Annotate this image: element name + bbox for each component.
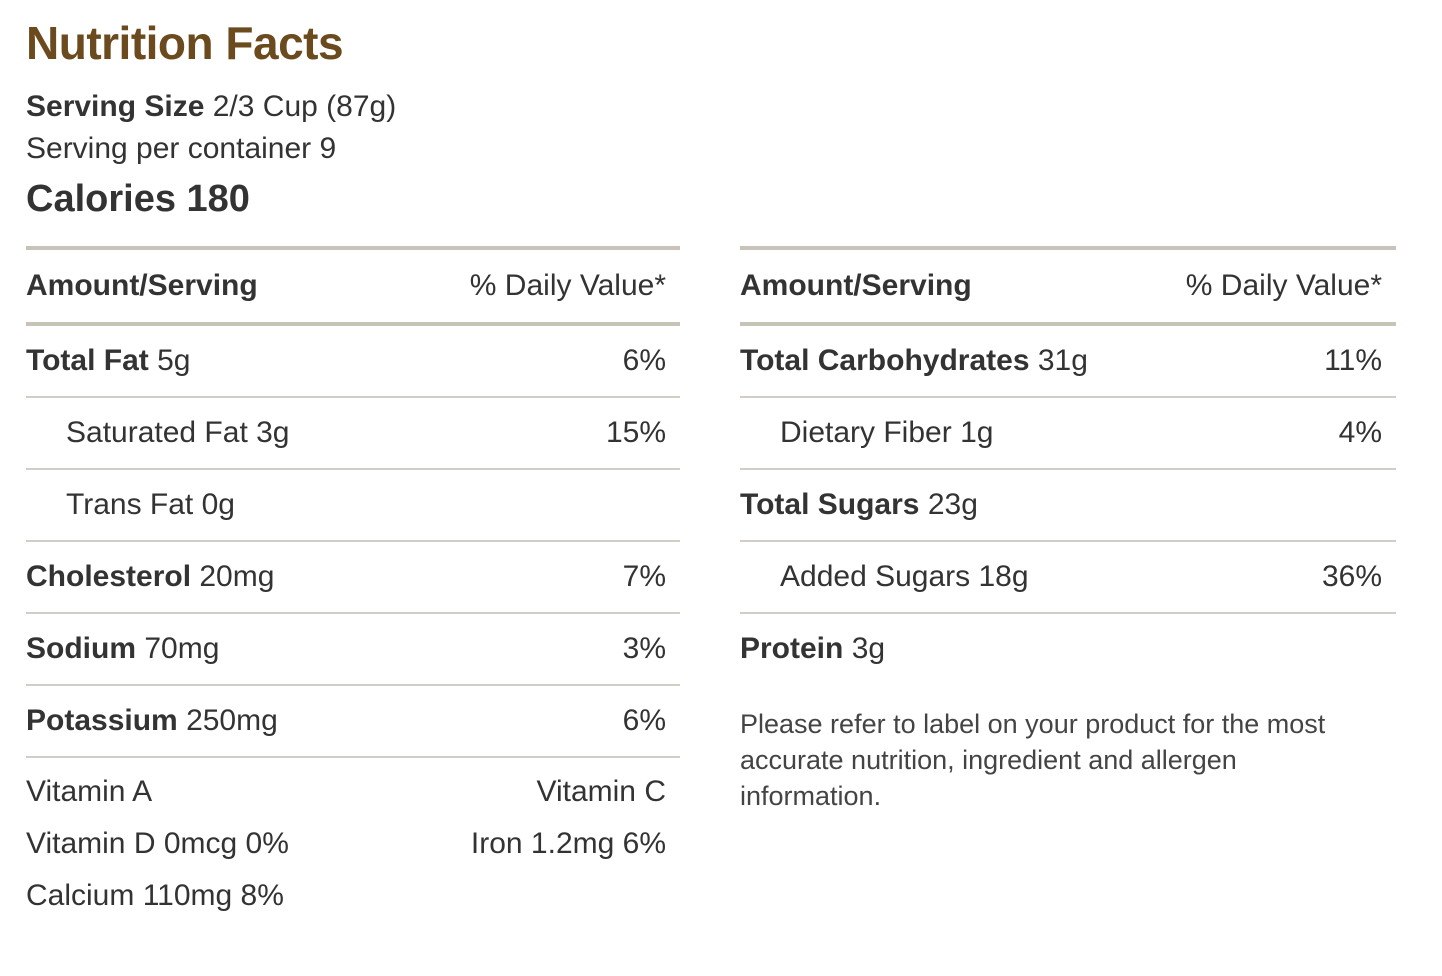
table-header: Amount/Serving % Daily Value* [740, 250, 1396, 322]
divider [26, 396, 680, 398]
vitamin-row: Calcium 110mg 8% [26, 870, 680, 922]
divider [740, 612, 1396, 614]
nutrient-amount: 3g [851, 632, 886, 665]
nutrient-row-dietary-fiber: Dietary Fiber 1g 4% [740, 398, 1396, 468]
calories-value: 180 [186, 178, 250, 220]
nutrient-name: Saturated Fat [66, 416, 248, 449]
nutrient-row-protein: Protein 3g [740, 614, 1396, 684]
divider [740, 322, 1396, 326]
divider [26, 246, 680, 250]
vitamin-item: Calcium 110mg 8% [26, 879, 284, 912]
serving-size-value: 2/3 Cup (87g) [212, 90, 397, 123]
nutrient-row-added-sugars: Added Sugars 18g 36% [740, 542, 1396, 612]
nutrient-dv: 36% [1321, 560, 1382, 593]
nutrient-name: Total Carbohydrates [740, 344, 1030, 377]
calories-label: Calories [26, 178, 176, 220]
nutrition-table-left: Amount/Serving % Daily Value* Total Fat … [26, 246, 680, 922]
nutrition-table-right: Amount/Serving % Daily Value* Total Carb… [740, 246, 1396, 814]
nutrient-amount: 20mg [199, 560, 275, 593]
nutrient-name: Trans Fat [66, 488, 194, 521]
nutrient-amount: 5g [157, 344, 191, 377]
divider [26, 468, 680, 470]
nutrient-row-sodium: Sodium 70mg 3% [26, 614, 680, 684]
table-header: Amount/Serving % Daily Value* [26, 250, 680, 322]
vitamin-item: Vitamin A [26, 775, 153, 808]
nutrient-dv: 4% [1338, 416, 1382, 449]
divider [740, 468, 1396, 470]
vitamin-item: Iron 1.2mg 6% [470, 827, 666, 860]
nutrient-name: Sodium [26, 632, 136, 665]
nutrient-name: Total Fat [26, 344, 149, 377]
servings-per-container-value: 9 [319, 132, 337, 165]
nutrient-row-cholesterol: Cholesterol 20mg 7% [26, 542, 680, 612]
nutrient-row-saturated-fat: Saturated Fat 3g 15% [26, 398, 680, 468]
nutrient-name: Dietary Fiber [780, 416, 952, 449]
nutrient-amount: 3g [256, 416, 290, 449]
divider [26, 756, 680, 758]
nutrient-dv: 3% [622, 632, 666, 665]
page-title: Nutrition Facts [26, 17, 344, 69]
nutrient-dv: 6% [622, 704, 666, 737]
nutrient-name: Potassium [26, 704, 178, 737]
amount-serving-header: Amount/Serving [740, 269, 972, 302]
nutrient-amount: 18g [978, 560, 1029, 593]
divider [740, 396, 1396, 398]
servings-per-container-label: Serving per container [26, 132, 312, 165]
servings-per-container: Serving per container 9 [26, 132, 336, 166]
nutrient-dv: 6% [622, 344, 666, 377]
nutrient-amount: 70mg [144, 632, 220, 665]
nutrient-row-potassium: Potassium 250mg 6% [26, 686, 680, 756]
nutrient-amount: 31g [1037, 344, 1088, 377]
serving-size-label: Serving Size [26, 90, 205, 123]
vitamin-row: Vitamin A Vitamin C [26, 766, 680, 818]
calories: Calories 180 [26, 178, 250, 221]
vitamin-item: Vitamin D 0mcg 0% [26, 827, 289, 860]
vitamin-item: Vitamin C [536, 775, 667, 808]
nutrient-dv: 15% [605, 416, 666, 449]
divider [740, 246, 1396, 250]
nutrient-amount: 1g [960, 416, 994, 449]
daily-value-header: % Daily Value* [1185, 269, 1382, 302]
nutrient-amount: 23g [927, 488, 978, 521]
divider [26, 612, 680, 614]
divider [26, 684, 680, 686]
nutrient-dv: 7% [622, 560, 666, 593]
nutrient-row-total-fat: Total Fat 5g 6% [26, 326, 680, 396]
nutrient-name: Total Sugars [740, 488, 920, 521]
divider [740, 540, 1396, 542]
daily-value-header: % Daily Value* [469, 269, 666, 302]
nutrient-name: Added Sugars [780, 560, 971, 593]
nutrient-amount: 250mg [186, 704, 278, 737]
nutrient-dv: 11% [1324, 344, 1382, 377]
serving-size: Serving Size 2/3 Cup (87g) [26, 90, 396, 124]
divider [26, 322, 680, 326]
nutrient-row-total-carbohydrates: Total Carbohydrates 31g 11% [740, 326, 1396, 396]
divider [26, 540, 680, 542]
nutrient-row-total-sugars: Total Sugars 23g [740, 470, 1396, 540]
nutrient-amount: 0g [201, 488, 235, 521]
vitamin-row: Vitamin D 0mcg 0% Iron 1.2mg 6% [26, 818, 680, 870]
nutrient-row-trans-fat: Trans Fat 0g [26, 470, 680, 540]
disclaimer-text: Please refer to label on your product fo… [740, 709, 1326, 811]
nutrient-name: Cholesterol [26, 560, 192, 593]
nutrient-name: Protein [740, 632, 844, 665]
amount-serving-header: Amount/Serving [26, 269, 258, 302]
